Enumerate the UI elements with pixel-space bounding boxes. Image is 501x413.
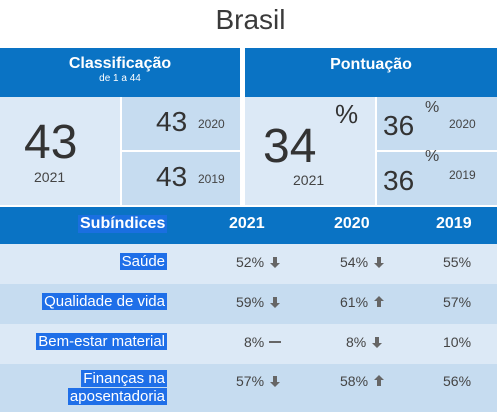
ranking-subtitle: de 1 a 44 bbox=[99, 73, 141, 84]
row-label: Finanças na aposentadoria bbox=[67, 370, 167, 405]
score-prev-2019-cell: 36 % 2019 bbox=[377, 148, 497, 205]
score-panel: Pontuação 34 % 2021 36 % 2020 36 % 2019 bbox=[245, 48, 497, 205]
table-row: Saúde 52% 54% 55% bbox=[0, 244, 497, 284]
trend-down-icon bbox=[268, 295, 282, 309]
score-current-value: 34 bbox=[263, 120, 317, 173]
score-prev-value: 36 bbox=[383, 110, 415, 141]
score-current-unit: % bbox=[335, 99, 359, 129]
ranking-prev-value: 43 bbox=[156, 106, 188, 137]
ranking-current-year: 2021 bbox=[34, 169, 66, 185]
trend-up-icon bbox=[372, 295, 386, 309]
value-2019: 57% bbox=[443, 294, 472, 310]
value-2021: 59% bbox=[236, 294, 282, 310]
ranking-panel: Classificação de 1 a 44 43 2021 43 2020 … bbox=[0, 48, 240, 205]
row-label: Saúde bbox=[119, 253, 167, 270]
trend-flat-icon bbox=[268, 335, 282, 349]
score-prev-unit: % bbox=[425, 148, 440, 165]
value-2020: 54% bbox=[340, 254, 386, 270]
score-prev-2020-cell: 36 % 2020 bbox=[377, 97, 497, 150]
row-label: Qualidade de vida bbox=[42, 293, 167, 310]
value-2019: 10% bbox=[443, 334, 472, 350]
trend-up-icon bbox=[372, 374, 386, 388]
score-current-year: 2021 bbox=[293, 172, 325, 188]
score-current-cell: 34 % 2021 bbox=[245, 97, 375, 205]
subindices-table: Subíndices 2021 2020 2019 Saúde 52% 54% … bbox=[0, 207, 497, 412]
table-row: Qualidade de vida 59% 61% 57% bbox=[0, 284, 497, 324]
value-2020: 58% bbox=[340, 373, 386, 389]
value-2020: 8% bbox=[346, 334, 384, 350]
country-title: Brasil bbox=[215, 4, 286, 35]
trend-down-icon bbox=[370, 335, 384, 349]
ranking-prev-year: 2019 bbox=[198, 172, 225, 186]
ranking-title: Classificação bbox=[68, 55, 172, 72]
value-2021: 57% bbox=[236, 373, 282, 389]
header-2019: 2019 bbox=[436, 215, 472, 232]
trend-down-icon bbox=[372, 255, 386, 269]
score-title: Pontuação bbox=[330, 56, 412, 73]
header-2021: 2021 bbox=[229, 215, 265, 232]
value-2019: 56% bbox=[443, 373, 472, 389]
table-row: Bem-estar material 8% 8% 10% bbox=[0, 324, 497, 364]
header-subindices: Subíndices bbox=[78, 215, 168, 233]
table-row: Finanças na aposentadoria 57% 58% 56% bbox=[0, 364, 497, 412]
score-prev-year: 2020 bbox=[449, 117, 476, 131]
trend-down-icon bbox=[268, 374, 282, 388]
score-header: Pontuação bbox=[245, 48, 497, 97]
value-2021: 8% bbox=[244, 334, 282, 350]
ranking-prev-value: 43 bbox=[156, 161, 188, 192]
ranking-current-cell: 43 2021 bbox=[0, 97, 120, 205]
score-prev-value: 36 bbox=[383, 165, 415, 196]
value-2019: 55% bbox=[443, 254, 472, 270]
ranking-current-value: 43 bbox=[24, 116, 78, 169]
row-label: Bem-estar material bbox=[36, 333, 167, 350]
trend-down-icon bbox=[268, 255, 282, 269]
value-2020: 61% bbox=[340, 294, 386, 310]
score-prev-unit: % bbox=[425, 99, 440, 116]
ranking-prev-year: 2020 bbox=[198, 117, 225, 131]
ranking-header: Classificação de 1 a 44 bbox=[0, 48, 240, 97]
value-2021: 52% bbox=[236, 254, 282, 270]
table-header-row: Subíndices 2021 2020 2019 bbox=[0, 207, 497, 244]
header-2020: 2020 bbox=[334, 215, 370, 232]
score-prev-year: 2019 bbox=[449, 168, 476, 182]
ranking-prev-2020-cell: 43 2020 bbox=[122, 97, 240, 150]
ranking-prev-2019-cell: 43 2019 bbox=[122, 152, 240, 205]
